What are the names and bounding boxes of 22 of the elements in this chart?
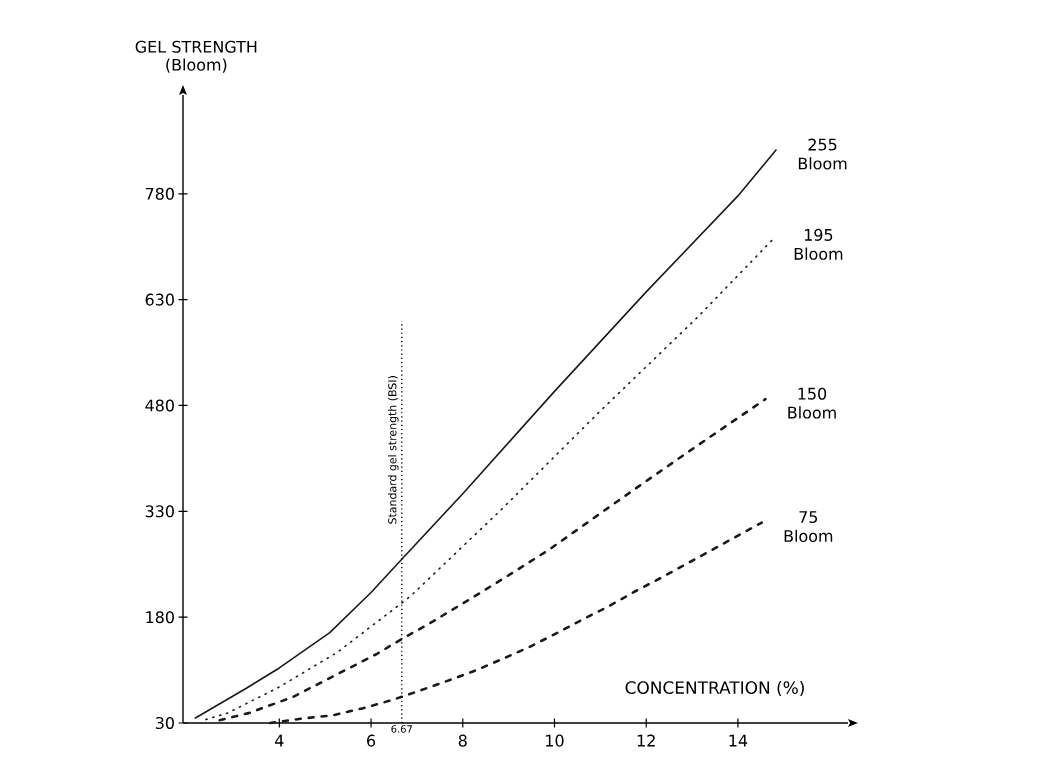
ref-line-label: Standard gel strength (BSI) (387, 376, 399, 524)
y-tick-label: 180 (146, 611, 174, 624)
x-tick-label: 4 (275, 734, 284, 747)
x-tick-label: 8 (458, 734, 467, 747)
x-tick-label: 12 (637, 734, 655, 747)
x-axis-title: CONCENTRATION (%) (625, 680, 804, 697)
line-series (205, 239, 773, 721)
series-label: 75 Bloom (784, 511, 833, 542)
annotation: 6.67 (391, 725, 412, 733)
x-tick-label: 10 (546, 734, 564, 747)
x-tick-label: 6 (367, 734, 376, 747)
y-axis-title: GEL STRENGTH (Bloom) (135, 40, 257, 73)
series-label: 195 Bloom (794, 228, 843, 260)
y-tick-label: 780 (145, 187, 174, 200)
x-tick-label: 14 (729, 734, 748, 747)
y-tick-label: 630 (145, 293, 174, 306)
y-tick-label: 480 (145, 399, 174, 412)
series-label: 150 Bloom (788, 387, 836, 419)
y-tick-label: 30 (155, 716, 174, 730)
line-series (194, 149, 777, 719)
y-tick-label: 330 (145, 505, 174, 518)
series-label: 255 Bloom (798, 138, 847, 170)
